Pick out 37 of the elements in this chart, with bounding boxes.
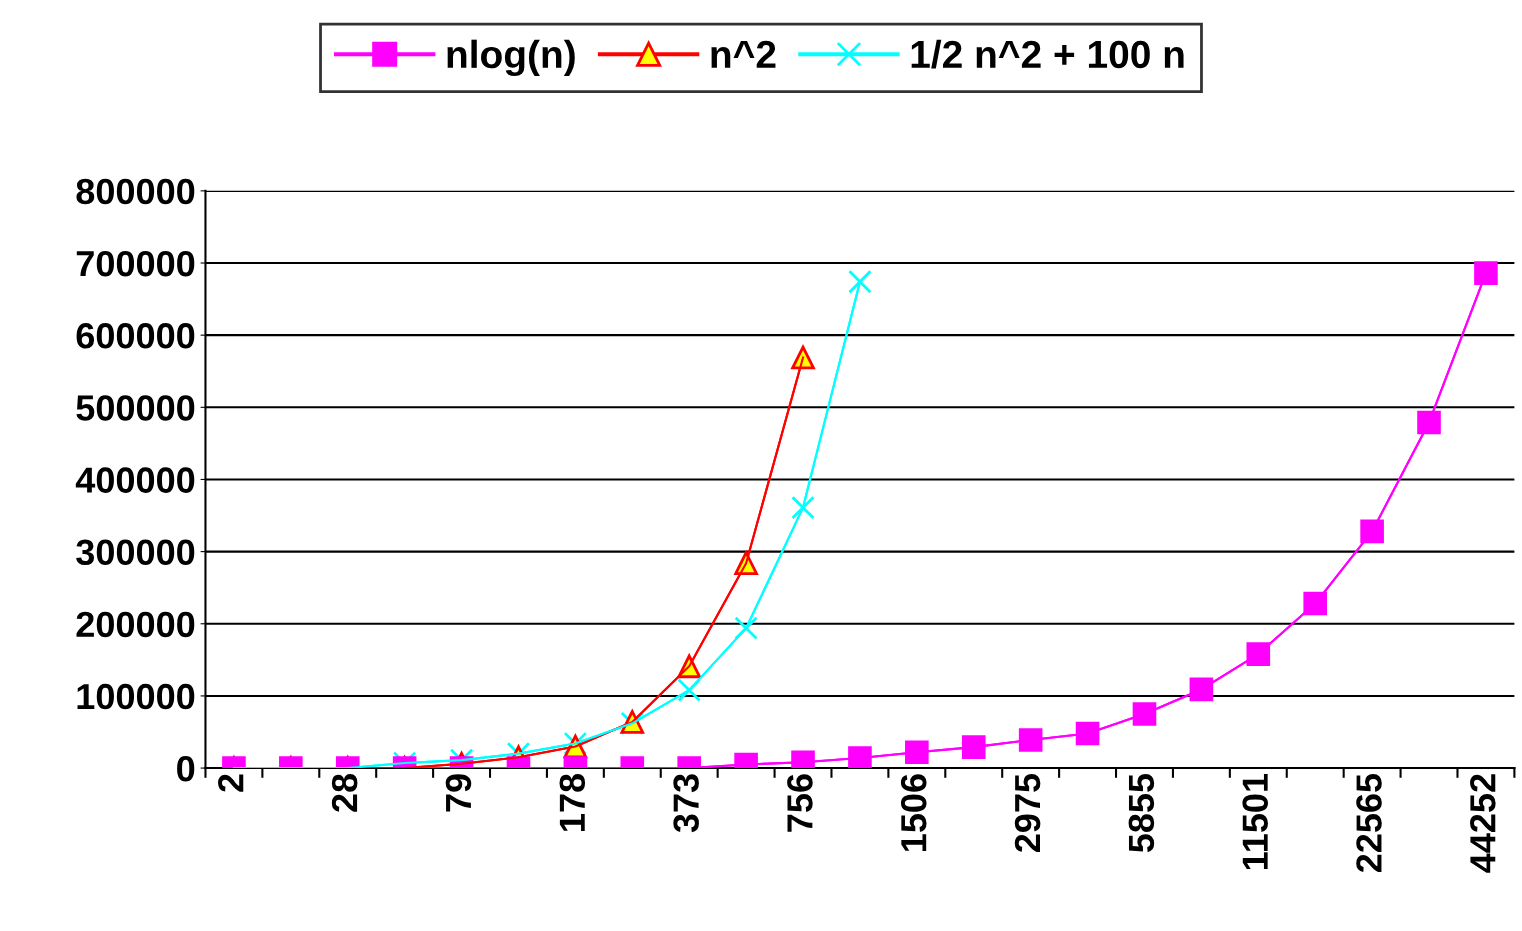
point: [1018, 728, 1043, 752]
y-tick-label: 100000: [77, 683, 195, 710]
x-tick-label: 28: [331, 774, 358, 812]
point: [1132, 702, 1157, 726]
y-tick-label: 0: [177, 755, 195, 782]
point: [1474, 261, 1498, 285]
point: [1360, 519, 1384, 544]
y-tick-label: 600000: [76, 323, 195, 349]
x-tick-label: 373: [673, 774, 699, 833]
x-tick-label: 1506: [900, 774, 927, 851]
y-tick-label: 200000: [76, 611, 195, 638]
point: [848, 746, 872, 769]
point: [1246, 642, 1271, 666]
x-tick-label: 79: [445, 774, 472, 812]
point: [1417, 410, 1441, 435]
y-tick-label: 800000: [76, 178, 195, 205]
point: [961, 735, 986, 759]
y-tick-label: 500000: [76, 395, 195, 421]
legend-label: nlog(n): [447, 39, 575, 77]
point: [734, 616, 758, 640]
x-tick-label: 22565: [1356, 773, 1382, 873]
y-tick-label: 700000: [76, 250, 195, 277]
y-tick-label: 300000: [76, 539, 195, 566]
x-tick-label: 2975: [1014, 773, 1041, 853]
point: [677, 678, 702, 702]
point: [791, 495, 815, 520]
y-tick-label: 400000: [75, 467, 195, 493]
x-tick-label: 2: [218, 774, 244, 792]
legend-label: 1/2 n^2 + 100 n: [911, 39, 1184, 69]
x-tick-label: 5855: [1128, 773, 1155, 853]
x-tick-label: 178: [559, 774, 586, 831]
x-tick-label: 756: [787, 774, 813, 832]
point: [905, 740, 929, 765]
x-tick-label: 44252: [1470, 774, 1496, 873]
point: [848, 269, 872, 294]
legend-label: n^2: [711, 40, 776, 68]
x-tick-label: 11501: [1242, 773, 1268, 870]
